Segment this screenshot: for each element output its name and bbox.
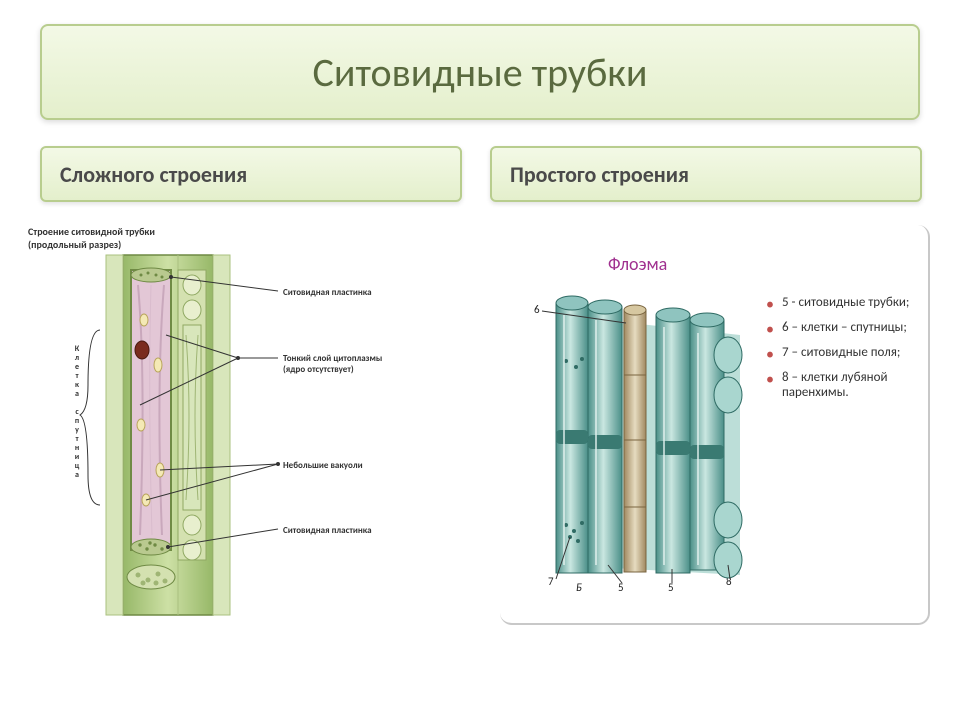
legend-item-7: 7 – ситовидные поля; bbox=[766, 345, 928, 360]
legend-item-8: 8 – клетки лубяной паренхимы. bbox=[766, 370, 928, 400]
left-diagram-svg bbox=[28, 225, 468, 645]
subheader-right-text: Простого строения bbox=[510, 161, 689, 188]
subheader-left-text: Сложного строения bbox=[60, 161, 247, 188]
left-diagram: Строение ситовидной трубки (продольный р… bbox=[28, 225, 468, 645]
right-diagram: Флоэма 5 - ситовидные трубки; 6 – клетки… bbox=[500, 225, 930, 625]
main-title-text: Ситовидные трубки bbox=[313, 48, 648, 97]
main-title: Ситовидные трубки bbox=[40, 24, 920, 120]
legend-item-5: 5 - ситовидные трубки; bbox=[766, 295, 928, 310]
subheader-right: Простого строения bbox=[490, 146, 922, 202]
subheader-left: Сложного строения bbox=[40, 146, 462, 202]
phloem-legend: 5 - ситовидные трубки; 6 – клетки – спут… bbox=[766, 295, 928, 410]
right-diagram-svg bbox=[530, 265, 790, 625]
legend-item-6: 6 – клетки – спутницы; bbox=[766, 320, 928, 335]
